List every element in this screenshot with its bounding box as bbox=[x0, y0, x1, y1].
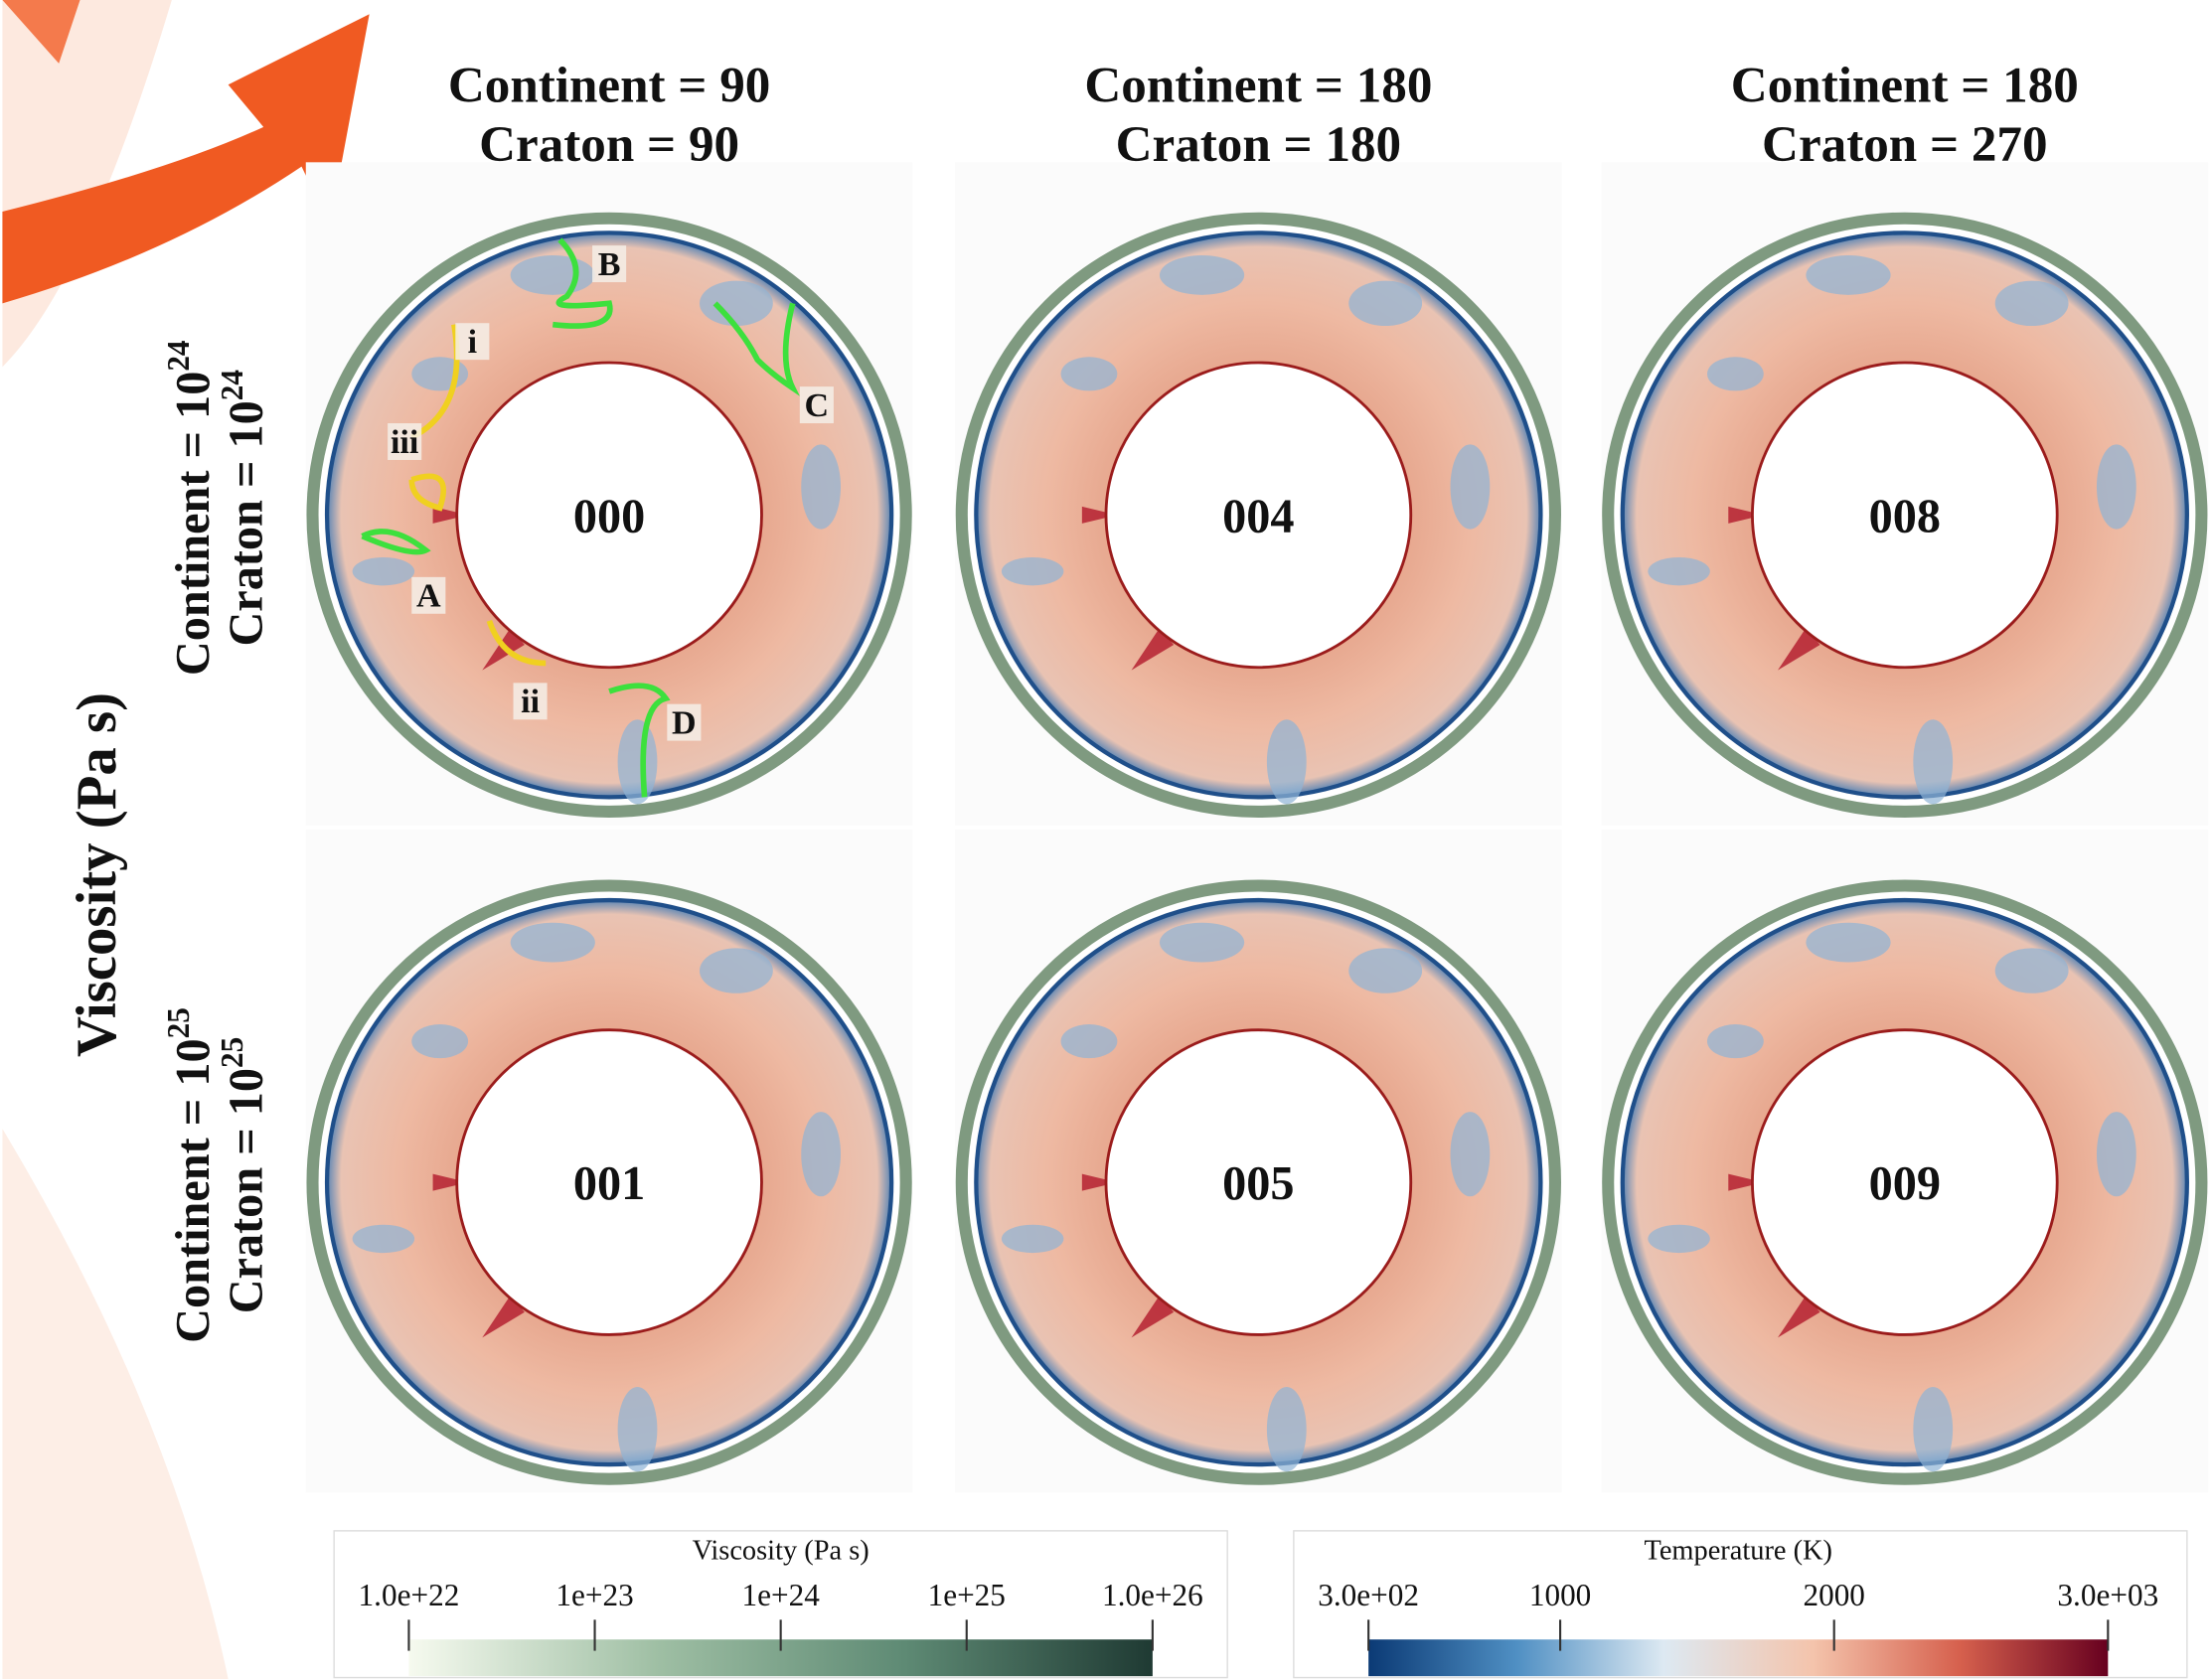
panel-label: 004 bbox=[1222, 490, 1294, 542]
cold-anomaly bbox=[618, 719, 658, 804]
cold-anomaly bbox=[1707, 357, 1764, 390]
panel-label: 008 bbox=[1869, 490, 1941, 542]
row-label-text: Continent = 10 bbox=[167, 1038, 220, 1342]
panel-label: 000 bbox=[573, 490, 645, 542]
colorbars: Viscosity (Pa s) 1.0e+22 1e+23 1e+24 1e+25 1.… bbox=[334, 1531, 2187, 1678]
cold-anomaly bbox=[353, 557, 414, 585]
annotation-label: C bbox=[805, 387, 830, 424]
row-label-exponent: 25 bbox=[161, 1007, 196, 1038]
panel: 004 bbox=[955, 162, 1562, 825]
annotation-label: ii bbox=[521, 684, 540, 720]
cold-anomaly bbox=[1002, 1225, 1063, 1253]
cold-anomaly bbox=[1995, 948, 2069, 992]
colorbar-title: Temperature (K) bbox=[1644, 1535, 1832, 1566]
row-label: Continent = 1024 bbox=[161, 340, 220, 676]
colorbar-tick-label: 3.0e+03 bbox=[2057, 1578, 2158, 1612]
colorbar-tick-label: 1e+23 bbox=[555, 1578, 633, 1612]
row-label-text: Continent = 10 bbox=[167, 372, 220, 676]
column-header: Craton = 90 bbox=[479, 116, 739, 173]
cold-anomaly bbox=[1913, 1387, 1953, 1471]
colorbar-tick-label: 2000 bbox=[1803, 1578, 1864, 1612]
cold-anomaly bbox=[618, 1387, 658, 1471]
cold-anomaly bbox=[1451, 1112, 1491, 1196]
cold-anomaly bbox=[1061, 1024, 1118, 1058]
cold-anomaly bbox=[1160, 255, 1244, 295]
cold-anomaly bbox=[1267, 719, 1307, 804]
cold-anomaly bbox=[1806, 255, 1890, 295]
panel: 009 bbox=[1601, 830, 2208, 1492]
cold-anomaly bbox=[1160, 923, 1244, 963]
colorbar-tick-label: 1e+24 bbox=[741, 1578, 820, 1612]
cold-anomaly bbox=[1648, 1225, 1709, 1253]
panel: 008 bbox=[1601, 162, 2208, 825]
annotation-label: iii bbox=[391, 424, 418, 461]
panel: 001 bbox=[306, 830, 913, 1492]
row-label-exponent: 25 bbox=[215, 1037, 249, 1068]
row-label-exponent: 24 bbox=[215, 370, 249, 401]
row-label: Continent = 1025 bbox=[161, 1007, 220, 1343]
row-label: Craton = 1024 bbox=[215, 370, 273, 647]
cold-anomaly bbox=[1348, 281, 1422, 326]
annotation-label: A bbox=[416, 578, 441, 615]
column-header: Continent = 180 bbox=[1731, 57, 2079, 113]
cold-anomaly bbox=[511, 255, 595, 295]
cold-anomaly bbox=[511, 923, 595, 963]
colorbar-tick-label: 1.0e+22 bbox=[359, 1578, 460, 1612]
figure: 000004008001005009 Continent = 90Craton … bbox=[0, 0, 2212, 1679]
cold-anomaly bbox=[411, 1024, 468, 1058]
cold-anomaly bbox=[700, 281, 773, 326]
cold-anomaly bbox=[1648, 557, 1709, 585]
cold-anomaly bbox=[700, 948, 773, 992]
cold-anomaly bbox=[801, 444, 841, 529]
cold-anomaly bbox=[1707, 1024, 1764, 1058]
cold-anomaly bbox=[1913, 719, 1953, 804]
cold-anomaly bbox=[1061, 357, 1118, 390]
row-label: Craton = 1025 bbox=[215, 1037, 273, 1314]
cold-anomaly bbox=[1806, 923, 1890, 963]
annotation-label: D bbox=[672, 704, 697, 741]
y-label: Viscosity (Pa s) bbox=[66, 692, 128, 1057]
panel-label: 001 bbox=[573, 1157, 645, 1210]
colorbar-tick-label: 1000 bbox=[1529, 1578, 1591, 1612]
cold-anomaly bbox=[1995, 281, 2069, 326]
panel-label: 005 bbox=[1222, 1157, 1294, 1210]
row-label-text: Craton = 10 bbox=[221, 400, 273, 646]
cold-anomaly bbox=[1267, 1387, 1307, 1471]
colorbar bbox=[1368, 1639, 2108, 1676]
cold-anomaly bbox=[2097, 444, 2136, 529]
panel: 005 bbox=[955, 830, 1562, 1492]
annotation-label: i bbox=[468, 324, 477, 361]
column-header: Continent = 90 bbox=[448, 57, 770, 113]
colorbar-tick-label: 3.0e+02 bbox=[1318, 1578, 1419, 1612]
cold-anomaly bbox=[353, 1225, 414, 1253]
annotation-label: B bbox=[598, 246, 621, 283]
colorbar-title: Viscosity (Pa s) bbox=[693, 1535, 869, 1566]
row-label-text: Craton = 10 bbox=[221, 1068, 273, 1313]
cold-anomaly bbox=[411, 357, 468, 390]
cold-anomaly bbox=[801, 1112, 841, 1196]
panels: 000 004 008 001 005 009 bbox=[306, 162, 2208, 1492]
cold-anomaly bbox=[1348, 948, 1422, 992]
panel-label: 009 bbox=[1869, 1157, 1941, 1210]
cold-anomaly bbox=[2097, 1112, 2136, 1196]
colorbar-tick-label: 1e+25 bbox=[928, 1578, 1006, 1612]
colorbar-tick-label: 1.0e+26 bbox=[1102, 1578, 1203, 1612]
column-header: Craton = 270 bbox=[1762, 116, 2047, 173]
page: {"figure":{ "column_headers":[["Continen… bbox=[0, 0, 2212, 1679]
row-label-exponent: 24 bbox=[161, 340, 196, 372]
column-header: Craton = 180 bbox=[1116, 116, 1402, 173]
cold-anomaly bbox=[1002, 557, 1063, 585]
cold-anomaly bbox=[1451, 444, 1491, 529]
column-header: Continent = 180 bbox=[1084, 57, 1432, 113]
